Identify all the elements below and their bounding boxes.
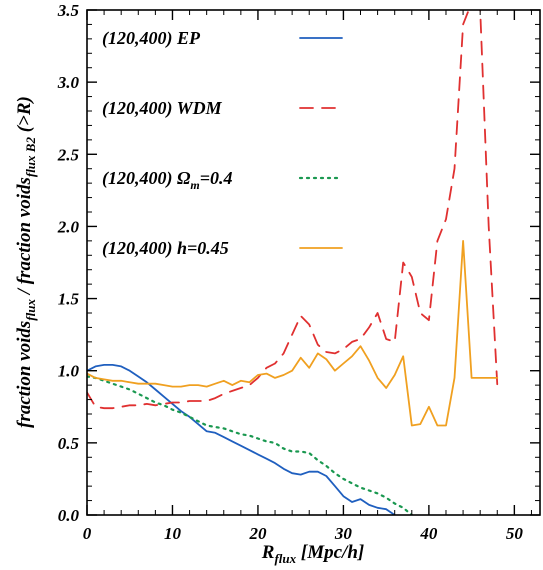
x-tick-label: 50 bbox=[506, 524, 524, 543]
text-part: (120,400) WDM bbox=[102, 98, 223, 119]
series-line bbox=[87, 375, 413, 515]
series-line bbox=[87, 363, 397, 515]
legend-label: (120,400) WDM bbox=[102, 98, 223, 119]
plot-frame bbox=[86, 9, 541, 516]
text-part: R bbox=[261, 542, 275, 563]
y-tick-label: 2.5 bbox=[57, 145, 80, 164]
y-tick-label: 3.5 bbox=[57, 1, 80, 20]
text-part: flux bbox=[274, 551, 296, 566]
x-tick-label: 20 bbox=[248, 524, 267, 543]
text-part: (120,400) Ω bbox=[102, 168, 191, 189]
legend-label: (120,400) h=0.45 bbox=[102, 238, 229, 259]
x-axis-label: Rflux [Mpc/h] bbox=[261, 542, 364, 566]
legend-label: (120,400) EP bbox=[102, 28, 201, 49]
y-tick-label: 1.5 bbox=[58, 290, 80, 309]
x-tick-label: 40 bbox=[419, 524, 438, 543]
tick-layer: 0 10 20 30 40 50 0.0 0.5 1.0 1.5 2.0 2.5 3.0 3.5 bbox=[57, 1, 540, 543]
series-line bbox=[87, 10, 499, 410]
legend-label: (120,400) Ωm=0.4 bbox=[102, 168, 233, 192]
text-part: (>R) bbox=[14, 96, 35, 137]
y-tick-label: 3.0 bbox=[57, 73, 80, 92]
y-tick-label: 0.5 bbox=[58, 434, 80, 453]
series-layer bbox=[87, 10, 499, 515]
x-tick-label: 10 bbox=[164, 524, 182, 543]
y-axis-label: fraction voidsflux / fraction voidsflux … bbox=[14, 96, 38, 428]
y-tick-label: 0.0 bbox=[58, 506, 80, 525]
text-part: =0.4 bbox=[200, 168, 233, 188]
text-part: (120,400) EP bbox=[102, 28, 201, 49]
x-tick-label: 0 bbox=[83, 524, 92, 543]
x-tick-label: 30 bbox=[334, 524, 353, 543]
text-part: flux B2 bbox=[23, 137, 38, 178]
y-tick-label: 2.0 bbox=[57, 217, 80, 236]
series-line bbox=[87, 239, 499, 427]
legend: (120,400) EP (120,400) WDM (120,400) Ωm=0.… bbox=[102, 28, 344, 259]
text-part: fraction voids bbox=[14, 321, 35, 428]
text-part: [Mpc/h] bbox=[296, 542, 364, 563]
text-part: / fraction voids bbox=[14, 177, 35, 299]
text-part: flux bbox=[23, 299, 38, 321]
text-part: m bbox=[190, 178, 199, 192]
y-tick-label: 1.0 bbox=[58, 362, 80, 381]
text-part: (120,400) h=0.45 bbox=[102, 238, 229, 259]
